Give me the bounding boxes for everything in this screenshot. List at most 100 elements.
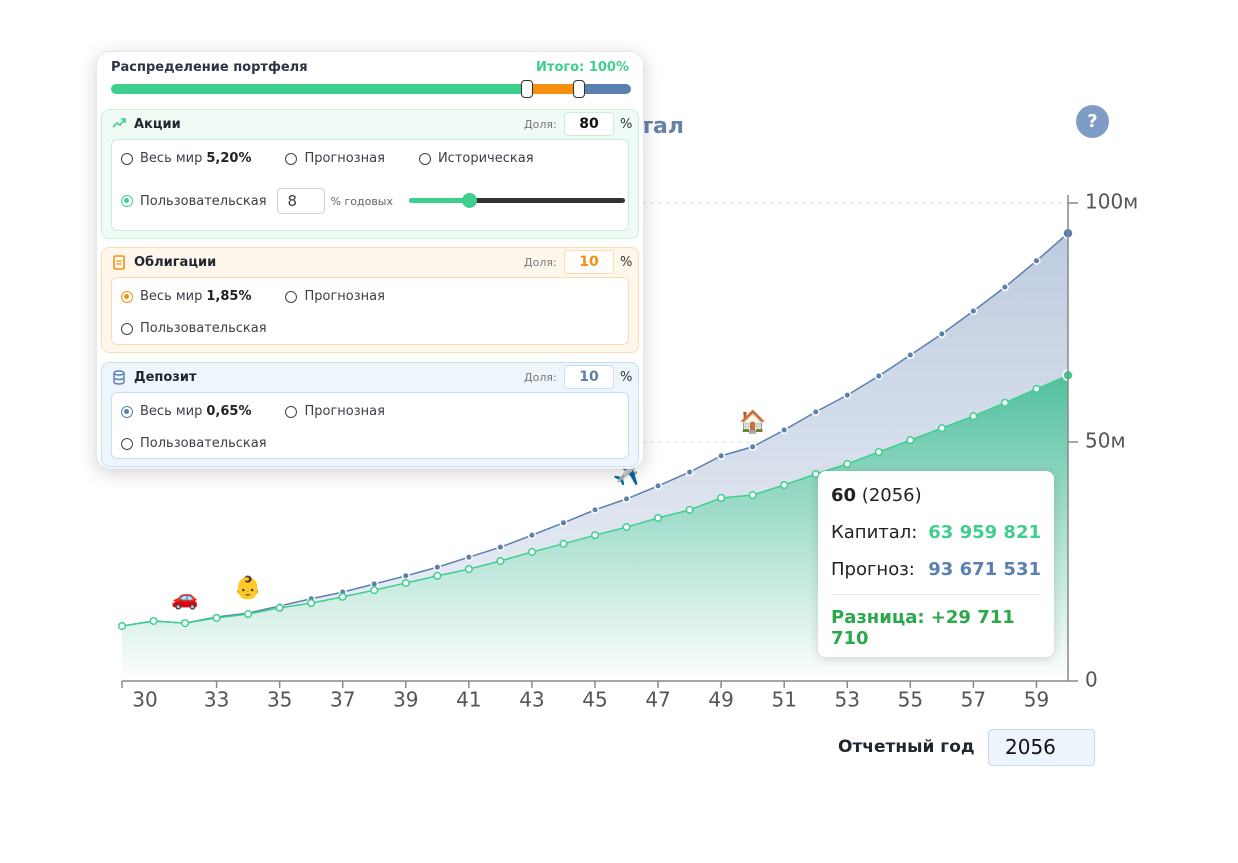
point: [969, 306, 978, 316]
option-label: Пользовательская: [140, 436, 267, 451]
asset-section: Облигации Доля: 10% Весь мир 1,85% Прогнозная…: [101, 247, 639, 353]
point: [811, 407, 820, 416]
custom-rate-input[interactable]: 8: [276, 188, 325, 214]
section-title: Депозит: [134, 370, 197, 385]
report-year-input[interactable]: 2056: [988, 729, 1095, 766]
share-input[interactable]: 10: [564, 250, 614, 274]
point: [685, 505, 694, 514]
share-label: Доля:: [524, 256, 557, 269]
tooltip-row: Прогноз: 93 671 531: [831, 559, 1041, 580]
x-tick-label: 51: [771, 688, 796, 712]
option-label: Весь мир: [140, 404, 203, 419]
radio-option[interactable]: Пользовательская: [121, 321, 267, 336]
rate-slider[interactable]: [409, 193, 625, 208]
section-options: Весь мир 0,65% Прогнозная Пользовательская: [111, 392, 629, 459]
point: [843, 391, 852, 400]
x-tick-label: 59: [1024, 688, 1049, 712]
x-tick-label: 39: [393, 688, 418, 712]
radio[interactable]: [285, 405, 298, 418]
point: [149, 616, 158, 626]
option-rate: 1,85%: [206, 289, 252, 304]
option-row: Пользовательская: [121, 321, 301, 336]
point: [874, 447, 883, 457]
x-tick-label: 43: [519, 688, 544, 712]
section-icon: [113, 255, 125, 270]
radio[interactable]: [121, 290, 133, 303]
point: [874, 371, 883, 381]
radio[interactable]: [121, 322, 133, 335]
y-tick-label: 0: [1085, 668, 1098, 692]
radio[interactable]: [121, 405, 133, 418]
event-icon: 🏠: [739, 409, 766, 435]
point: [717, 451, 726, 460]
radio[interactable]: [121, 437, 133, 450]
option-label: Весь мир: [140, 151, 203, 166]
help-button[interactable]: ?: [1076, 105, 1109, 138]
radio-option[interactable]: Весь мир 5,20%: [121, 151, 251, 166]
allocation-bar[interactable]: [111, 80, 631, 98]
radio-option[interactable]: Историческая: [418, 151, 534, 166]
radio-option[interactable]: Прогнозная: [285, 151, 385, 166]
option-row: Пользовательская: [121, 436, 301, 451]
point: [496, 556, 505, 566]
point: [906, 350, 915, 360]
allocation-handle[interactable]: [521, 80, 533, 98]
event-icon: 🚗: [171, 586, 198, 611]
section-title: Облигации: [134, 255, 217, 270]
report-year-label: Отчетный год: [838, 737, 975, 757]
radio[interactable]: [121, 152, 133, 165]
point: [401, 571, 410, 580]
radio[interactable]: [121, 195, 133, 207]
point: [590, 531, 600, 540]
tooltip-difference: Разница: +29 711 710: [831, 607, 1015, 649]
rate-slider-fill: [409, 198, 470, 203]
event-icon: 👶: [234, 575, 261, 601]
point: [275, 603, 284, 612]
point: [559, 539, 568, 548]
share-input[interactable]: 80: [564, 112, 614, 136]
point: [622, 523, 631, 532]
radio[interactable]: [285, 290, 298, 303]
rate-slider-knob[interactable]: [462, 193, 477, 208]
tooltip-age: 60: [831, 485, 857, 506]
x-tick-label: 45: [582, 688, 607, 712]
point: [464, 565, 473, 574]
option-label: Прогнозная: [304, 289, 385, 304]
asset-section: Депозит Доля: 10% Весь мир 0,65% Прогнозная По…: [101, 362, 639, 467]
tooltip-row: Капитал: 63 959 821: [831, 522, 1041, 543]
point: [622, 494, 631, 503]
point: [685, 468, 694, 477]
point: [338, 592, 347, 601]
radio-option[interactable]: Прогнозная: [285, 289, 385, 304]
tooltip: 60 (2056) Капитал: 63 959 821 Прогноз: 93 6…: [818, 471, 1054, 657]
point: [433, 571, 442, 580]
point: [181, 619, 190, 628]
radio-option[interactable]: Прогнозная: [285, 404, 385, 419]
radio[interactable]: [418, 152, 431, 165]
radio-option[interactable]: Пользовательская: [121, 436, 267, 451]
share-label: Доля:: [524, 118, 557, 131]
share-input[interactable]: 10: [564, 365, 614, 389]
x-tick-label: 30: [132, 688, 157, 712]
point: [937, 329, 946, 339]
point: [748, 442, 757, 451]
option-row: Весь мир 1,85% Прогнозная: [121, 289, 419, 304]
section-options: Весь мир 5,20% Прогнозная Историческая Польз…: [111, 139, 629, 231]
point: [969, 412, 978, 421]
radio[interactable]: [285, 152, 298, 165]
radio-option[interactable]: Пользовательская: [121, 194, 267, 209]
radio-option[interactable]: Весь мир 1,85%: [121, 289, 251, 304]
point: [1032, 256, 1041, 265]
option-label: Пользовательская: [140, 321, 267, 336]
panel-total: Итого: 100%: [536, 60, 629, 75]
tooltip-label: Прогноз:: [831, 559, 915, 580]
option-label: Прогнозная: [304, 151, 385, 166]
x-tick-label: 35: [267, 688, 292, 712]
point: [370, 586, 379, 595]
asset-section: Акции Доля: 80% Весь мир 5,20% Прогнозная Исто…: [101, 109, 639, 239]
y-tick-label: 100м: [1085, 190, 1138, 214]
allocation-handle[interactable]: [573, 80, 585, 98]
option-row: Весь мир 0,65% Прогнозная: [121, 404, 419, 419]
x-tick-label: 49: [708, 688, 733, 712]
radio-option[interactable]: Весь мир 0,65%: [121, 404, 251, 419]
